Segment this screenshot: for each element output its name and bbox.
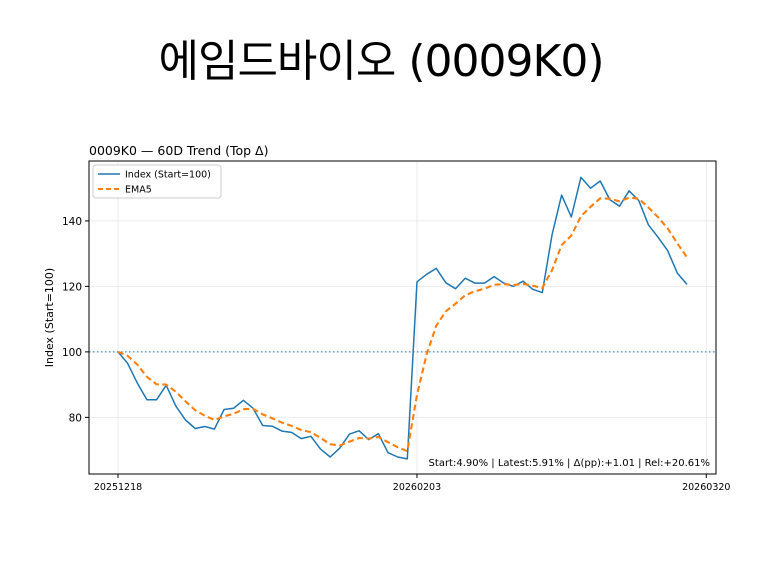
series-line-index: [117, 176, 688, 460]
legend-box: [92, 164, 222, 199]
series-layer: [117, 176, 688, 460]
legend-label-ema5: EMA5: [125, 185, 152, 196]
x-tick-label: 20260203: [393, 482, 441, 493]
legend: Index (Start=100) EMA5: [92, 164, 222, 199]
chart-title: 0009K0 — 60D Trend (Top Δ): [89, 143, 268, 158]
stats-annotation: Start:4.90% | Latest:5.91% | Δ(pp):+1.01…: [429, 458, 710, 469]
y-tick-label: 100: [62, 347, 82, 359]
x-tick-label: 20251218: [94, 482, 142, 493]
series-line-ema5: [117, 196, 688, 453]
y-tick-label: 140: [62, 216, 82, 228]
grid: [89, 161, 716, 474]
y-axis-label: Index (Start=100): [43, 268, 56, 367]
legend-label-index: Index (Start=100): [125, 170, 211, 181]
plot-frame: [88, 160, 717, 475]
slide-title: 에임드바이오 (0009K0): [158, 36, 604, 87]
x-tick-label: 20260320: [682, 482, 730, 493]
axis-ticks: 80 100 120 140 20251218 20260203 20260320: [62, 216, 731, 493]
y-tick-label: 120: [62, 281, 82, 293]
y-tick-label: 80: [69, 412, 82, 424]
